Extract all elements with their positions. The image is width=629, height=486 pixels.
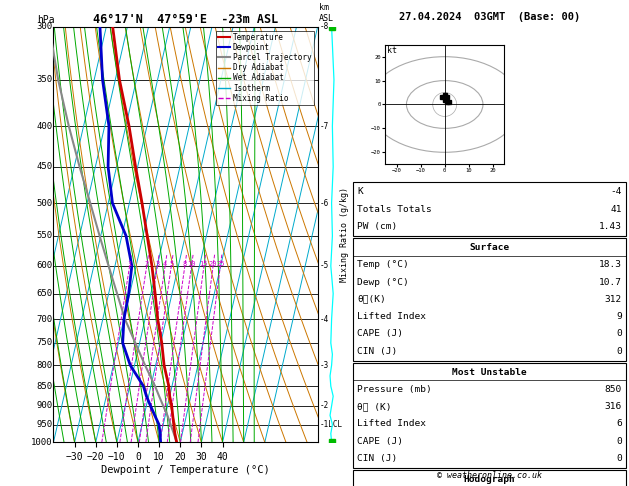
Text: 8: 8 bbox=[182, 260, 187, 267]
Text: 650: 650 bbox=[36, 289, 52, 298]
Text: 0: 0 bbox=[616, 347, 622, 356]
Text: Lifted Index: Lifted Index bbox=[357, 419, 426, 429]
Text: Most Unstable: Most Unstable bbox=[452, 367, 527, 377]
X-axis label: Dewpoint / Temperature (°C): Dewpoint / Temperature (°C) bbox=[101, 465, 270, 475]
Text: 500: 500 bbox=[36, 199, 52, 208]
Text: 20: 20 bbox=[209, 260, 217, 267]
Text: 27.04.2024  03GMT  (Base: 00): 27.04.2024 03GMT (Base: 00) bbox=[399, 12, 581, 22]
Text: PW (cm): PW (cm) bbox=[357, 222, 398, 231]
Text: CIN (J): CIN (J) bbox=[357, 454, 398, 463]
Text: 750: 750 bbox=[36, 338, 52, 347]
Text: Pressure (mb): Pressure (mb) bbox=[357, 385, 432, 394]
Text: 4: 4 bbox=[163, 260, 167, 267]
Text: 900: 900 bbox=[36, 401, 52, 410]
Title: 46°17'N  47°59'E  -23m ASL: 46°17'N 47°59'E -23m ASL bbox=[93, 13, 278, 26]
Text: kt: kt bbox=[387, 46, 398, 55]
Text: K: K bbox=[357, 187, 363, 196]
Text: -1LCL: -1LCL bbox=[319, 420, 342, 429]
Text: 312: 312 bbox=[605, 295, 622, 304]
Text: 10: 10 bbox=[187, 260, 196, 267]
Text: -4: -4 bbox=[611, 187, 622, 196]
Text: 5: 5 bbox=[169, 260, 174, 267]
Text: θᴄ (K): θᴄ (K) bbox=[357, 402, 392, 411]
Text: 300: 300 bbox=[36, 22, 52, 31]
Text: -8: -8 bbox=[319, 22, 328, 31]
Text: 316: 316 bbox=[605, 402, 622, 411]
Text: 9: 9 bbox=[616, 312, 622, 321]
Text: 450: 450 bbox=[36, 162, 52, 171]
Text: Totals Totals: Totals Totals bbox=[357, 205, 432, 214]
Text: 1: 1 bbox=[128, 260, 131, 267]
Text: CAPE (J): CAPE (J) bbox=[357, 329, 403, 338]
Text: -5: -5 bbox=[319, 261, 328, 270]
Text: Hodograph: Hodograph bbox=[464, 475, 516, 484]
Text: 850: 850 bbox=[605, 385, 622, 394]
Text: 600: 600 bbox=[36, 261, 52, 270]
Text: -2: -2 bbox=[319, 401, 328, 410]
Text: © weatheronline.co.uk: © weatheronline.co.uk bbox=[437, 471, 542, 480]
Text: 0: 0 bbox=[616, 436, 622, 446]
Text: -3: -3 bbox=[319, 361, 328, 370]
Text: hPa: hPa bbox=[38, 15, 55, 25]
Text: Lifted Index: Lifted Index bbox=[357, 312, 426, 321]
Text: CIN (J): CIN (J) bbox=[357, 347, 398, 356]
Text: 3: 3 bbox=[155, 260, 159, 267]
Text: Temp (°C): Temp (°C) bbox=[357, 260, 409, 269]
Text: 10.7: 10.7 bbox=[599, 278, 622, 287]
Text: 850: 850 bbox=[36, 382, 52, 391]
Text: 350: 350 bbox=[36, 75, 52, 85]
Text: 18.3: 18.3 bbox=[599, 260, 622, 269]
Text: CAPE (J): CAPE (J) bbox=[357, 436, 403, 446]
Text: -4: -4 bbox=[319, 314, 328, 324]
Text: 25: 25 bbox=[216, 260, 225, 267]
Text: Mixing Ratio (g/kg): Mixing Ratio (g/kg) bbox=[340, 187, 349, 282]
Text: Surface: Surface bbox=[470, 243, 509, 252]
Legend: Temperature, Dewpoint, Parcel Trajectory, Dry Adiabat, Wet Adiabat, Isotherm, Mi: Temperature, Dewpoint, Parcel Trajectory… bbox=[216, 31, 314, 105]
Text: -7: -7 bbox=[319, 122, 328, 131]
Text: 1000: 1000 bbox=[31, 438, 52, 447]
Text: km
ASL: km ASL bbox=[319, 3, 334, 22]
Text: 2: 2 bbox=[145, 260, 148, 267]
Text: 15: 15 bbox=[199, 260, 208, 267]
Text: 800: 800 bbox=[36, 361, 52, 370]
Text: 0: 0 bbox=[616, 329, 622, 338]
Text: 1.43: 1.43 bbox=[599, 222, 622, 231]
Text: 0: 0 bbox=[616, 454, 622, 463]
Text: θᴄ(K): θᴄ(K) bbox=[357, 295, 386, 304]
Text: 550: 550 bbox=[36, 231, 52, 241]
Text: -6: -6 bbox=[319, 199, 328, 208]
Text: 41: 41 bbox=[611, 205, 622, 214]
Text: 950: 950 bbox=[36, 420, 52, 429]
Text: 400: 400 bbox=[36, 122, 52, 131]
Text: 6: 6 bbox=[616, 419, 622, 429]
Text: 700: 700 bbox=[36, 314, 52, 324]
Text: Dewp (°C): Dewp (°C) bbox=[357, 278, 409, 287]
